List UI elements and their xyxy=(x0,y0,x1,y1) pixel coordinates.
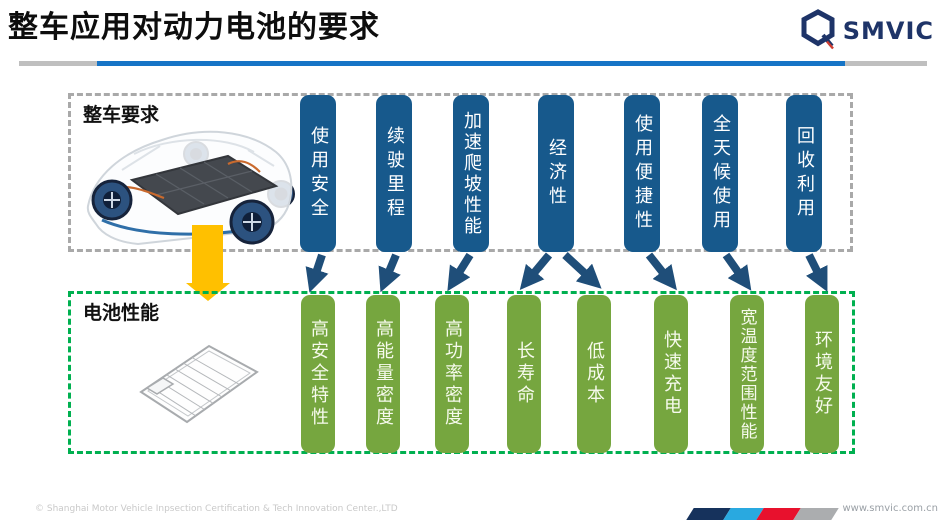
page-title: 整车应用对动力电池的要求 xyxy=(8,10,380,45)
vehicle-requirements-label: 整车要求 xyxy=(83,104,160,126)
performance-pill: 高能量密度 xyxy=(366,295,400,453)
performance-pill: 宽温度范围性能 xyxy=(730,295,764,453)
smvic-logo: SMVIC xyxy=(800,8,934,54)
website-url: www.smvic.com.cn xyxy=(842,503,939,514)
vehicle-chassis-image xyxy=(78,102,296,254)
divider-line-main xyxy=(97,61,845,66)
smvic-logo-text: SMVIC xyxy=(842,17,934,45)
copyright-text: © Shanghai Motor Vehicle Inpsection Cert… xyxy=(35,504,398,514)
footer-brand-stripes xyxy=(686,508,839,520)
performance-pill: 高功率密度 xyxy=(435,295,469,453)
requirement-pill: 经济性 xyxy=(538,95,574,252)
battery-performance-label: 电池性能 xyxy=(83,302,160,324)
requirement-pill: 使用便捷性 xyxy=(624,95,660,252)
requirement-pill: 加速爬坡性能 xyxy=(453,95,489,252)
divider-line-left xyxy=(19,61,97,66)
performance-pill: 环境友好 xyxy=(805,295,839,453)
battery-pack-image xyxy=(133,328,265,434)
performance-pill: 低成本 xyxy=(577,295,611,453)
requirement-pill: 全天候使用 xyxy=(702,95,738,252)
performance-pill: 长寿命 xyxy=(507,295,541,453)
vehicle-to-battery-arrow xyxy=(192,225,223,283)
smvic-shield-icon xyxy=(800,8,836,54)
performance-pill: 高安全特性 xyxy=(301,295,335,453)
performance-pill: 快速充电 xyxy=(654,295,688,453)
divider-line-right xyxy=(845,61,927,66)
requirement-pill: 续驶里程 xyxy=(376,95,412,252)
stripe-gray xyxy=(793,508,839,520)
requirement-pill: 回收利用 xyxy=(786,95,822,252)
requirement-pill: 使用安全 xyxy=(300,95,336,252)
